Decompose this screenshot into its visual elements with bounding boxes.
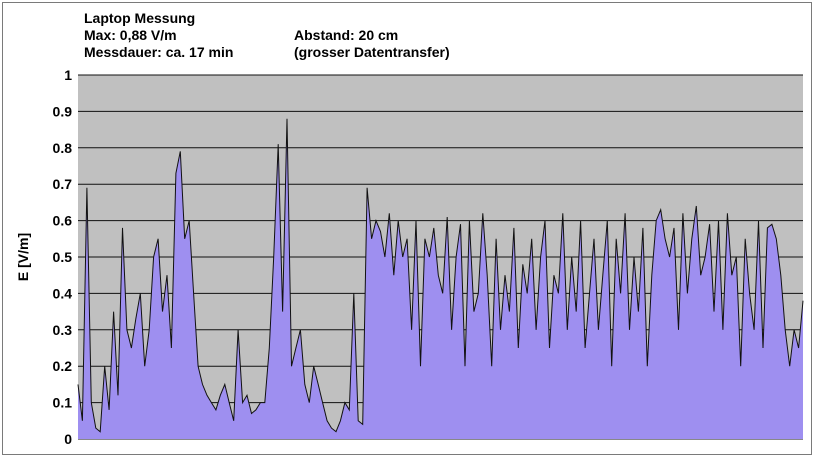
y-tick-label: 0.4: [53, 285, 73, 301]
y-tick-label: 0.2: [53, 358, 73, 374]
y-tick-label: 0.3: [53, 322, 73, 338]
y-tick-label: 0.7: [53, 176, 73, 192]
transfer-note: (grosser Datentransfer): [294, 44, 450, 60]
y-tick-label: 1: [64, 67, 72, 83]
distance-label: Abstand: 20 cm: [294, 27, 399, 43]
y-tick-label: 0.8: [53, 140, 73, 156]
series-area: [78, 118, 803, 439]
y-axis-label: E [V/m]: [15, 233, 31, 281]
y-tick-label: 0.1: [53, 395, 73, 411]
y-tick-label: 0: [64, 431, 72, 447]
y-tick-label: 0.9: [53, 103, 73, 119]
series-line: [77, 118, 804, 433]
y-tick-label: 0.5: [53, 249, 73, 265]
duration-label: Messdauer: ca. 17 min: [84, 44, 234, 60]
max-value-label: Max: 0,88 V/m: [84, 27, 177, 43]
chart-title: Laptop Messung: [84, 10, 196, 26]
y-tick-label: 0.6: [53, 213, 73, 229]
